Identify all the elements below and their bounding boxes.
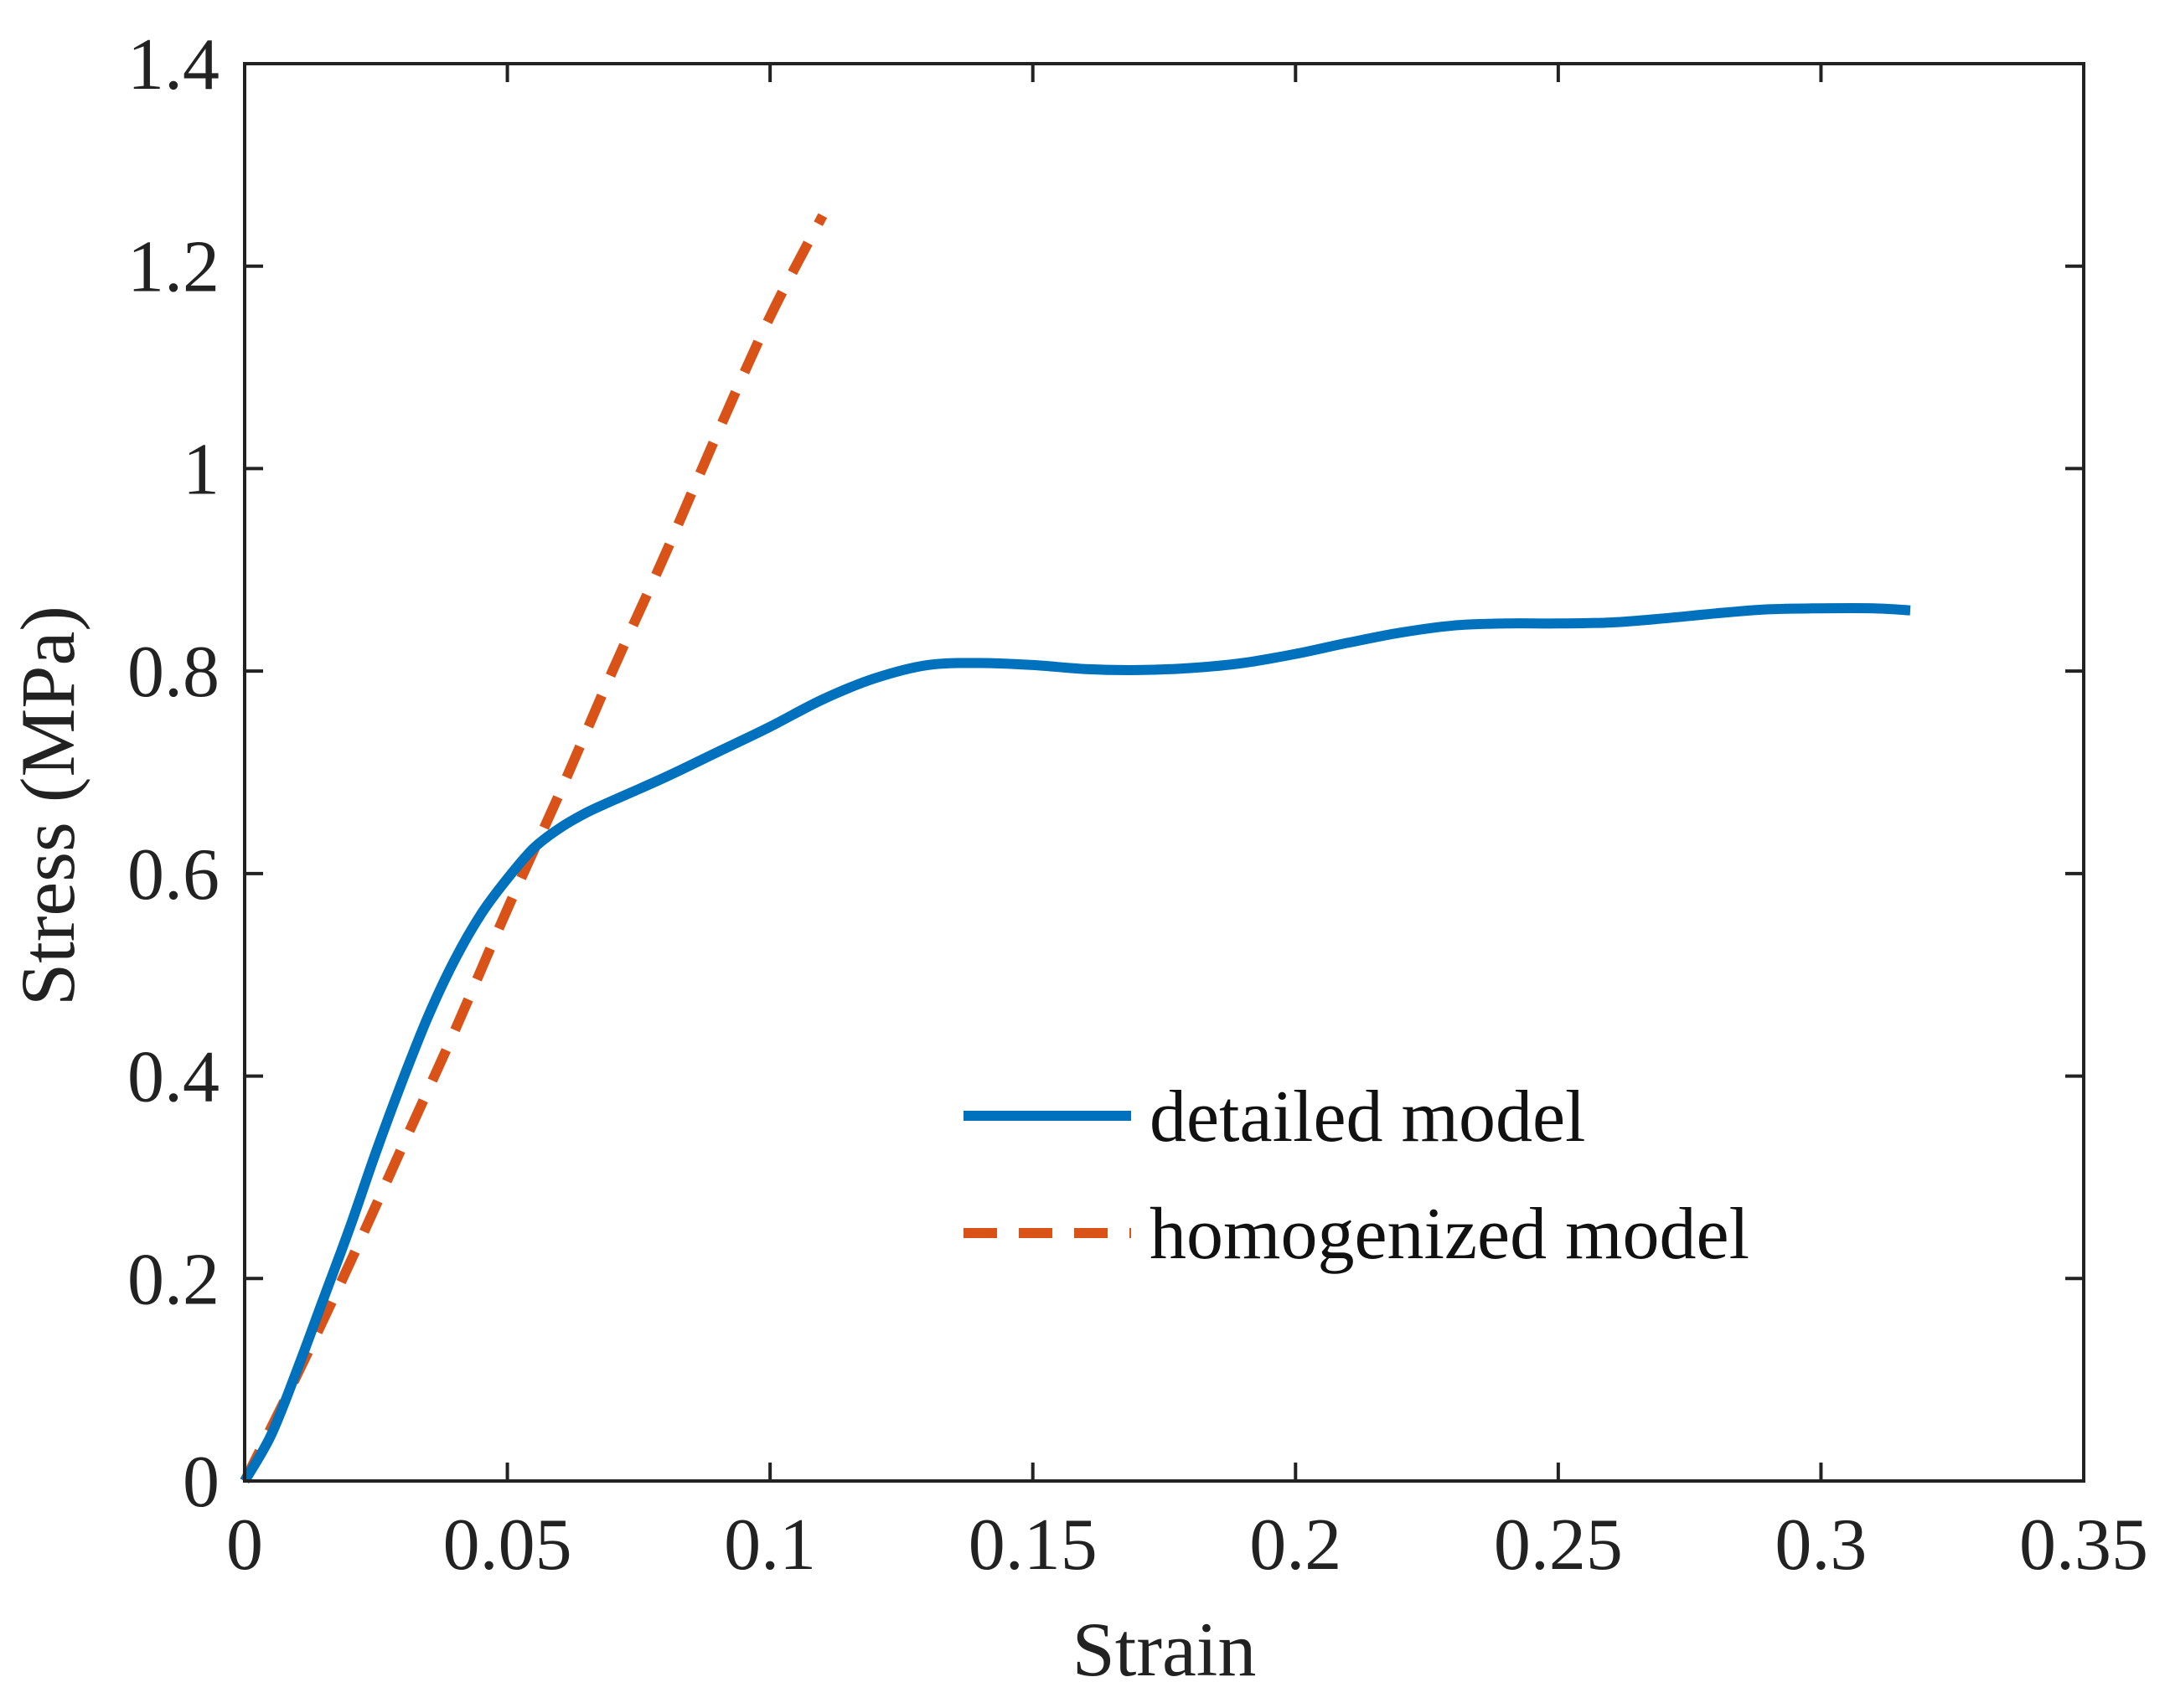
- x-tick-label: 0.15: [969, 1504, 1098, 1586]
- plot-lines: [240, 213, 1911, 1484]
- y-axis-label: Stress (MPa): [5, 606, 90, 1006]
- legend-label-homogenized-model: homogenized model: [1150, 1194, 1749, 1275]
- y-tick-label: 0: [183, 1442, 220, 1523]
- legend: detailed model homogenized model: [964, 1076, 1749, 1275]
- series-line-detailed-model: [240, 602, 1911, 1484]
- y-tick-label: 1: [183, 429, 220, 510]
- x-tick-label: 0.3: [1775, 1504, 1867, 1586]
- y-tick-label: 0.2: [127, 1239, 220, 1320]
- x-tick-label: 0.25: [1494, 1504, 1623, 1586]
- y-tick-label: 0.8: [127, 632, 220, 713]
- x-tick-label: 0.05: [443, 1504, 572, 1586]
- x-tick-label: 0.35: [2019, 1504, 2148, 1586]
- x-axis-label: Strain: [1072, 1607, 1257, 1692]
- y-tick-label: 0.4: [127, 1037, 220, 1118]
- x-tick-label: 0.2: [1249, 1504, 1341, 1586]
- tick-labels: 0 0.05 0.1 0.15 0.2 0.25 0.3 0.35 0 0.2 0.4 0.6 0.8 1…: [127, 24, 2148, 1586]
- y-tick-label: 1.2: [127, 227, 220, 308]
- axis-ticks: [243, 62, 2085, 1483]
- y-tick-label: 0.6: [127, 834, 220, 916]
- x-tick-label: 0: [226, 1504, 263, 1586]
- legend-label-detailed-model: detailed model: [1150, 1076, 1585, 1158]
- plot-frame: [243, 62, 2085, 1483]
- x-tick-label: 0.1: [724, 1504, 816, 1586]
- y-tick-label: 1.4: [127, 24, 220, 106]
